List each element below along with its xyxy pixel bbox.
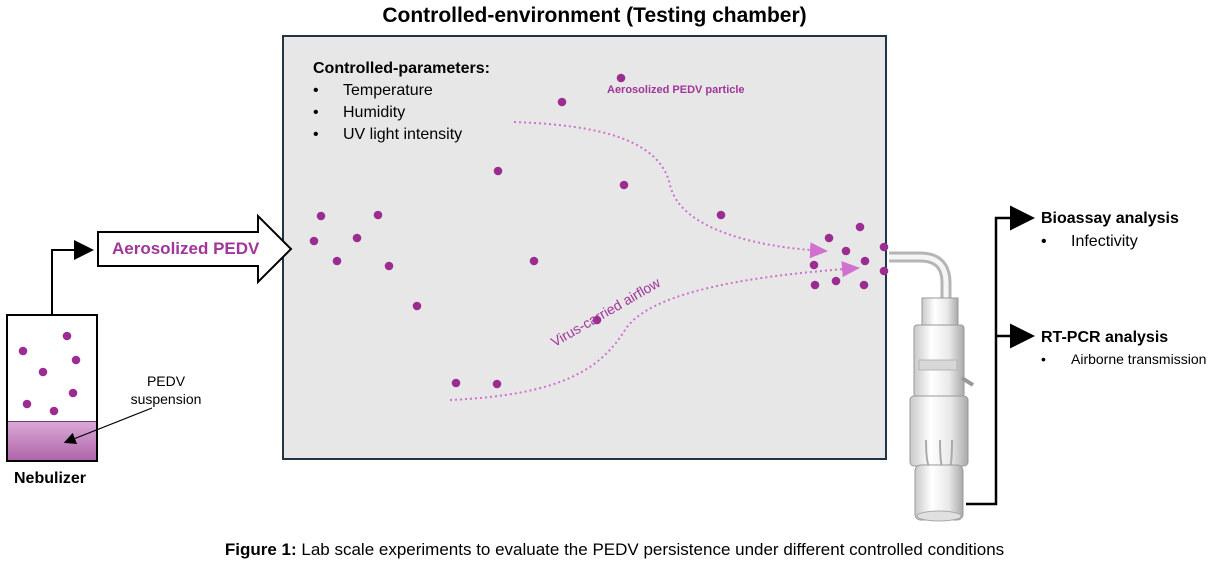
particle-dot <box>529 256 539 266</box>
parameter-item: • UV light intensity <box>313 126 462 144</box>
suspension-pointer-line <box>63 407 153 445</box>
pedv-suspension-liquid <box>8 421 96 460</box>
particle-dot <box>412 301 422 311</box>
rtpcr-item: • Airborne transmission <box>1041 351 1206 367</box>
aerosolized-pedv-label: Aerosolized PEDV <box>112 239 260 258</box>
airflow-lower-path <box>449 261 860 401</box>
nebulizer-label: Nebulizer <box>14 470 87 487</box>
diagram-title: Controlled-environment (Testing chamber) <box>382 4 807 27</box>
impinger-sampler <box>879 242 975 522</box>
bioassay-item: • Infectivity <box>1041 233 1138 251</box>
airflow-upper-path <box>513 121 828 259</box>
particle-dot <box>859 280 869 290</box>
bullet-icon: • <box>313 104 319 121</box>
particle-dot <box>451 378 461 388</box>
particle-dot <box>22 399 32 409</box>
nebulizer-container <box>6 314 98 462</box>
caption-text: Lab scale experiments to evaluate the PE… <box>301 540 1005 559</box>
particle-dot <box>879 242 889 252</box>
particle-dot <box>492 379 502 389</box>
aerosol-inflow-arrow <box>97 213 293 285</box>
particle-dot <box>616 73 626 83</box>
particle-dot <box>860 256 870 266</box>
particle-dot <box>352 233 362 243</box>
particle-dot <box>316 211 326 221</box>
particle-dot <box>71 355 81 365</box>
particle-dot <box>831 276 841 286</box>
particle-dot <box>841 246 851 256</box>
chamber-particles <box>309 73 870 389</box>
particle-dot <box>592 315 602 325</box>
particle-dot <box>18 346 28 356</box>
particle-dot <box>879 266 889 276</box>
bullet-icon: • <box>313 82 319 99</box>
parameters-heading: Controlled-parameters: <box>313 60 490 77</box>
particle-dot <box>810 280 820 290</box>
parameter-item: • Temperature <box>313 82 433 100</box>
rtpcr-item-label: Airborne transmission <box>1071 351 1207 367</box>
particle-dot <box>855 222 865 232</box>
particle-dot <box>309 236 319 246</box>
particle-dot <box>49 406 59 416</box>
particle-dot <box>68 388 78 398</box>
particle-dot <box>332 256 342 266</box>
particle-label: Aerosolized PEDV particle <box>607 84 745 96</box>
caption-prefix: Figure 1: <box>224 540 297 559</box>
parameter-label: UV light intensity <box>343 126 463 143</box>
particle-dot <box>384 261 394 271</box>
figure-caption: Figure 1: Lab scale experiments to evalu… <box>0 540 1229 560</box>
nebulizer-feed-line <box>51 240 94 314</box>
particle-dot <box>493 166 503 176</box>
analysis-output-line <box>966 205 1035 506</box>
bioassay-title: Bioassay analysis <box>1041 210 1179 227</box>
particle-dot <box>557 97 567 107</box>
nebulizer-particles <box>18 331 81 416</box>
bullet-icon: • <box>1041 233 1047 250</box>
particle-dot <box>716 210 726 220</box>
particle-dot <box>38 367 48 377</box>
particle-dot <box>824 233 834 243</box>
parameter-item: • Humidity <box>313 104 405 122</box>
particle-dot <box>373 210 383 220</box>
particle-dot <box>809 260 819 270</box>
particle-dot <box>62 331 72 341</box>
bullet-icon: • <box>313 126 319 143</box>
suspension-label: PEDV suspension <box>130 373 202 407</box>
parameter-label: Temperature <box>343 82 433 99</box>
bullet-icon: • <box>1041 351 1046 367</box>
parameter-label: Humidity <box>343 104 406 121</box>
particle-dot <box>619 180 629 190</box>
bioassay-item-label: Infectivity <box>1071 233 1138 250</box>
rtpcr-title: RT-PCR analysis <box>1041 329 1169 346</box>
